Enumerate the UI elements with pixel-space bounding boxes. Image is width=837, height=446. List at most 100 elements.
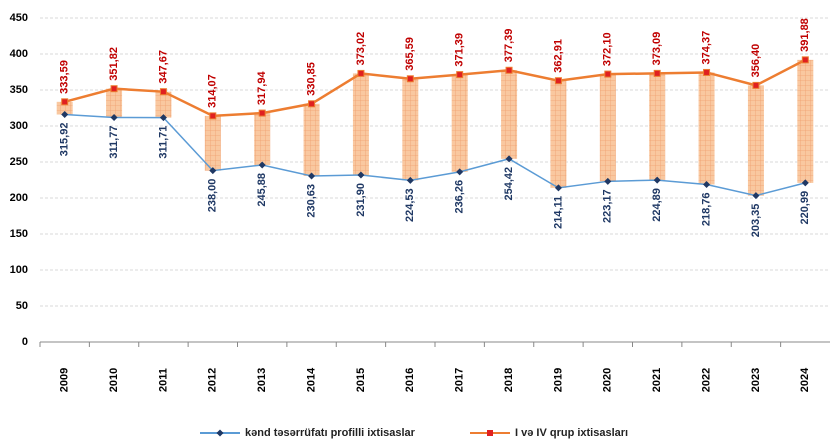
- marker: [258, 109, 266, 117]
- marker: [703, 68, 711, 76]
- value-label: 311,71: [157, 126, 169, 159]
- y-tick-label: 200: [10, 192, 28, 204]
- marker: [308, 100, 316, 108]
- value-label: 330,85: [305, 62, 317, 96]
- marker: [308, 172, 316, 180]
- high-low-bar: [155, 91, 172, 118]
- high-low-bar: [550, 80, 567, 188]
- high-low-bar: [56, 101, 73, 115]
- high-low-bar: [106, 88, 123, 118]
- value-label: 220,99: [799, 191, 811, 225]
- x-tick-label: 2016: [404, 368, 416, 392]
- y-tick-label: 150: [10, 228, 28, 240]
- marker: [604, 70, 612, 78]
- marker: [406, 75, 414, 83]
- value-label: 365,59: [404, 37, 416, 71]
- high-low-bar: [649, 73, 666, 181]
- high-low-bar: [501, 70, 518, 159]
- x-tick-label: 2020: [602, 368, 614, 392]
- x-tick-label: 2023: [750, 368, 762, 392]
- value-label: 374,37: [700, 31, 712, 65]
- value-label: 377,39: [503, 29, 515, 63]
- value-label: 311,77: [108, 126, 120, 159]
- value-label: 224,89: [651, 188, 663, 222]
- marker: [554, 77, 562, 85]
- legend-marker: [216, 429, 224, 437]
- marker: [801, 56, 809, 64]
- value-label: 223,17: [602, 189, 614, 223]
- y-tick-label: 300: [10, 120, 28, 132]
- marker: [703, 180, 711, 188]
- marker: [110, 114, 118, 122]
- marker: [752, 81, 760, 89]
- high-low-bar: [747, 85, 764, 196]
- value-label: 230,63: [305, 184, 317, 218]
- value-label: 218,76: [700, 192, 712, 226]
- x-tick-label: 2017: [454, 368, 466, 392]
- marker: [159, 88, 167, 96]
- high-low-bar: [797, 59, 814, 183]
- value-label: 373,09: [651, 32, 663, 66]
- y-tick-label: 450: [10, 12, 28, 24]
- value-label: 347,67: [157, 50, 169, 84]
- y-tick-label: 0: [22, 336, 28, 348]
- x-tick-label: 2014: [305, 367, 317, 392]
- x-tick-label: 2022: [700, 368, 712, 392]
- marker: [505, 66, 513, 74]
- legend-label: I və IV qrup ixtisasları: [515, 427, 628, 439]
- high-low-bar: [352, 73, 369, 176]
- value-label: 214,11: [552, 196, 564, 229]
- value-label: 236,26: [454, 180, 466, 214]
- legend-label: kənd təsərrüfatı profilli ixtisaslar: [245, 427, 416, 439]
- marker: [406, 176, 414, 184]
- marker: [456, 168, 464, 176]
- x-tick-label: 2019: [552, 368, 564, 392]
- high-low-bar: [303, 103, 320, 176]
- value-label: 224,53: [404, 188, 416, 222]
- high-low-bar: [254, 113, 271, 165]
- marker: [258, 161, 266, 169]
- value-label: 351,82: [108, 47, 120, 81]
- value-label: 238,00: [207, 179, 219, 213]
- high-low-bar: [402, 78, 419, 181]
- value-label: 333,59: [59, 60, 71, 94]
- x-tick-label: 2009: [59, 368, 71, 392]
- marker: [110, 85, 118, 93]
- marker: [752, 192, 760, 200]
- marker: [653, 69, 661, 77]
- value-label: 372,10: [602, 32, 614, 66]
- marker: [159, 114, 167, 122]
- y-tick-label: 350: [10, 84, 28, 96]
- x-tick-label: 2012: [207, 368, 219, 392]
- marker: [357, 69, 365, 77]
- value-label: 231,90: [355, 183, 367, 217]
- marker: [61, 111, 69, 119]
- x-tick-label: 2011: [157, 368, 169, 392]
- value-label: 371,39: [454, 33, 466, 67]
- high-low-bar: [698, 72, 715, 185]
- marker: [801, 179, 809, 187]
- value-label: 254,42: [503, 167, 515, 201]
- marker: [653, 176, 661, 184]
- value-label: 314,07: [207, 74, 219, 108]
- marker: [209, 112, 217, 120]
- high-low-bar: [451, 74, 468, 172]
- x-tick-label: 2018: [503, 368, 515, 392]
- x-tick-label: 2024: [799, 367, 811, 392]
- value-label: 362,91: [552, 39, 564, 73]
- x-tick-label: 2013: [256, 368, 268, 392]
- value-label: 373,02: [355, 32, 367, 66]
- y-tick-label: 50: [16, 300, 28, 312]
- marker: [61, 98, 69, 106]
- marker: [456, 71, 464, 79]
- value-label: 315,92: [59, 123, 71, 157]
- value-label: 391,88: [799, 18, 811, 52]
- x-tick-label: 2021: [651, 368, 663, 392]
- value-label: 245,88: [256, 173, 268, 207]
- x-tick-label: 2015: [355, 368, 367, 392]
- marker: [505, 155, 513, 163]
- y-tick-label: 400: [10, 48, 28, 60]
- high-low-bar: [599, 74, 616, 182]
- marker: [554, 184, 562, 192]
